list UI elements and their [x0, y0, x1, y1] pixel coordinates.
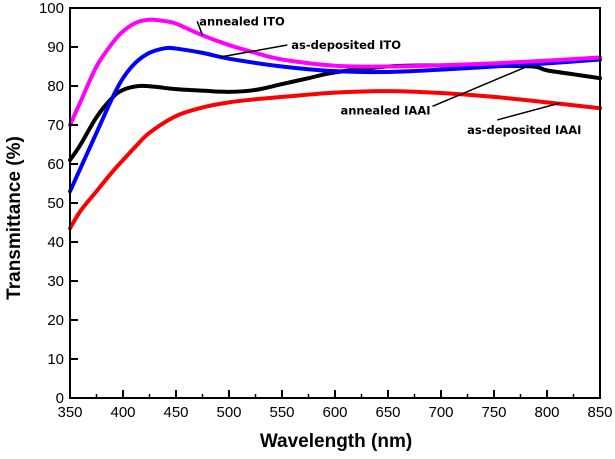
y-tick-label: 100	[39, 0, 64, 17]
x-tick-label: 600	[322, 404, 347, 421]
annotation-leader-line	[432, 65, 530, 107]
y-tick-label: 40	[47, 234, 64, 251]
x-axis-title: Wavelength (nm)	[260, 431, 412, 452]
annotation-label: annealed IAAI	[340, 103, 430, 117]
x-tick-label: 550	[269, 404, 294, 421]
annotation-label: as-deposited IAAI	[467, 123, 581, 137]
series-line-annealed-iaai	[68, 63, 602, 163]
y-axis-title: Transmittance (%)	[4, 136, 25, 300]
x-tick-label: 650	[375, 404, 400, 421]
y-tick-label: 50	[47, 195, 64, 212]
annotation-label: annealed ITO	[199, 14, 285, 28]
annotation-label: as-deposited ITO	[291, 38, 401, 52]
annotation-leader-line	[196, 20, 204, 36]
x-tick-label: 800	[534, 404, 559, 421]
x-tick-label: 700	[428, 404, 453, 421]
y-tick-label: 80	[47, 78, 64, 95]
annotation-leader-line	[219, 44, 288, 58]
y-tick-label: 20	[47, 312, 64, 329]
x-tick-label: 850	[587, 404, 612, 421]
x-tick-label: 400	[110, 404, 135, 421]
x-tick-label: 500	[216, 404, 241, 421]
annotations: annealed ITO as-deposited ITO annealed IAA…	[196, 14, 581, 137]
y-tick-label: 60	[47, 156, 64, 173]
x-axis-ticks: 350 400 450 500 550 600 650 700 750 800 850	[57, 390, 613, 421]
y-axis-ticks: 0 10 20 30 40 50 60 70 80 90 100	[39, 0, 78, 407]
y-tick-label: 70	[47, 117, 64, 134]
plot-area	[68, 17, 602, 231]
y-tick-label: 0	[56, 390, 64, 407]
annotation-leader-line	[496, 102, 560, 121]
y-tick-label: 90	[47, 39, 64, 56]
x-tick-label: 350	[57, 404, 82, 421]
y-tick-label: 10	[47, 351, 64, 368]
y-tick-label: 30	[47, 273, 64, 290]
series-line-as-deposited-ito	[68, 45, 602, 194]
x-tick-label: 450	[163, 404, 188, 421]
x-tick-label: 750	[481, 404, 506, 421]
series-line-as-deposited-iaai	[68, 89, 602, 231]
